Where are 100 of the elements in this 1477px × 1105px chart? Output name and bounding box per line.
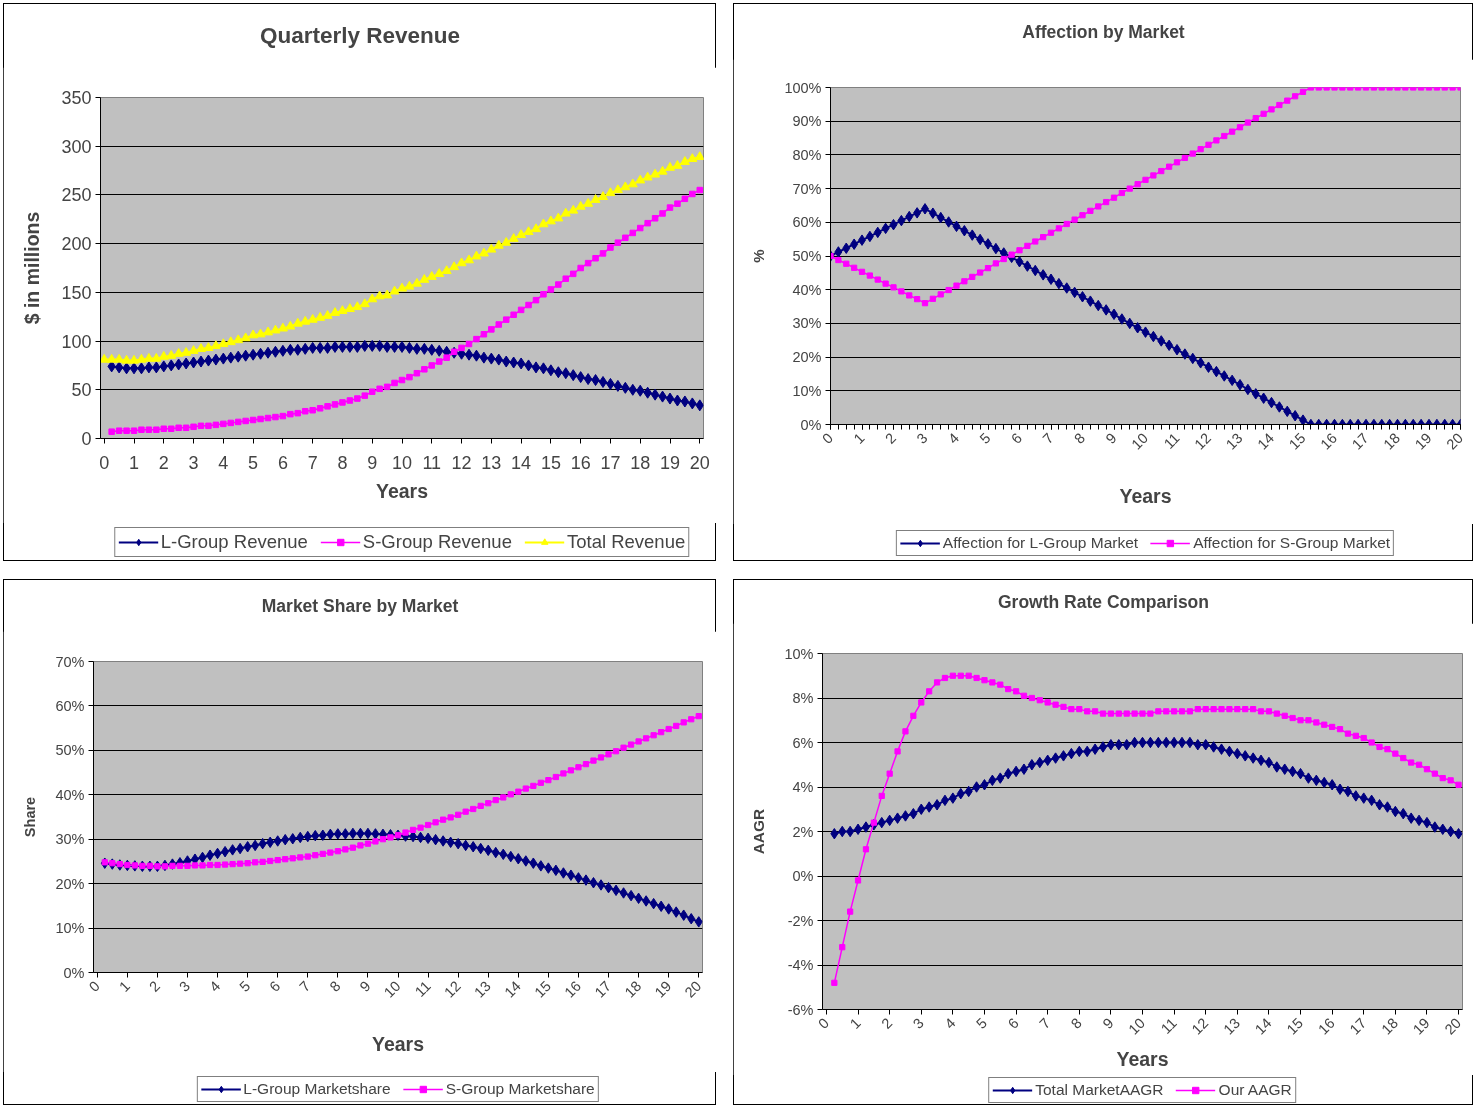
x-tick-label: 5 <box>236 977 254 995</box>
x-tick-label: 2 <box>158 452 169 473</box>
x-tick-label: 6 <box>266 977 284 995</box>
y-axis-title: % <box>750 249 768 263</box>
y-tick-label: 100% <box>784 79 822 96</box>
y-tick-label: 20% <box>55 875 85 892</box>
x-tick-label: 13 <box>481 452 502 473</box>
x-tick-label: 8 <box>1067 1014 1085 1032</box>
x-tick-label: 5 <box>248 452 259 473</box>
x-axis-title: Years <box>371 1032 425 1055</box>
y-tick-label: 4% <box>792 779 814 795</box>
y-tick-label: -4% <box>787 957 814 973</box>
x-axis-title: Years <box>375 479 429 502</box>
y-tick-label: 0% <box>63 964 85 981</box>
x-tick-label: 3 <box>188 452 199 473</box>
x-tick-label: 14 <box>501 977 524 1001</box>
x-tick-label: 11 <box>1157 1014 1180 1037</box>
chart-title: Growth Rate Comparison <box>998 591 1209 612</box>
x-tick-label: 16 <box>570 452 591 473</box>
x-tick-label: 1 <box>850 429 868 447</box>
x-tick-label: 19 <box>1409 1014 1433 1038</box>
x-tick-label: 10 <box>1125 1014 1149 1038</box>
x-tick-label: 12 <box>441 977 464 1001</box>
x-tick-label: 20 <box>681 977 705 1001</box>
x-tick-label: 10 <box>380 977 404 1001</box>
y-tick-label: 70% <box>55 653 85 670</box>
x-tick-label: 18 <box>1380 429 1404 453</box>
x-tick-label: 20 <box>689 452 710 473</box>
y-tick-label: 6% <box>792 734 814 751</box>
x-tick-label: 13 <box>471 977 494 1001</box>
x-tick-label: 12 <box>1191 429 1215 453</box>
x-tick-label: 12 <box>1188 1014 1212 1038</box>
x-tick-label: 17 <box>600 452 621 473</box>
y-tick-label: 40% <box>55 786 85 803</box>
x-tick-label: 15 <box>1285 429 1309 453</box>
legend-label: Our AAGR <box>1218 1081 1292 1099</box>
x-tick-label: 12 <box>451 452 472 473</box>
y-tick-label: 50% <box>55 742 85 759</box>
x-tick-label: 17 <box>1346 1014 1370 1038</box>
y-tick-label: 80% <box>792 146 822 163</box>
x-tick-label: 6 <box>1008 429 1026 447</box>
y-axis-title: $ in millions <box>21 211 44 325</box>
y-tick-label: 350 <box>61 88 92 108</box>
y-tick-label: 250 <box>61 185 92 206</box>
x-tick-label: 0 <box>819 429 837 447</box>
x-tick-label: 15 <box>531 977 555 1001</box>
y-tick-label: 30% <box>792 315 822 332</box>
x-tick-label: 20 <box>1441 1014 1465 1038</box>
x-tick-label: 3 <box>909 1014 927 1032</box>
x-tick-label: 7 <box>307 452 318 473</box>
chart-title: Market Share by Market <box>261 595 459 616</box>
chart-title: Affection by Market <box>1022 21 1185 42</box>
x-tick-label: 20 <box>1443 429 1467 453</box>
x-tick-label: 8 <box>1071 429 1089 447</box>
x-tick-label: 4 <box>941 1014 959 1032</box>
y-tick-label: -6% <box>787 1001 814 1018</box>
x-tick-label: 9 <box>356 977 374 995</box>
x-tick-label: 3 <box>913 429 931 447</box>
y-tick-label: 200 <box>61 234 92 255</box>
y-tick-label: -2% <box>787 912 814 929</box>
legend-label: Affection for L-Group Market <box>942 533 1139 552</box>
y-axis-title: Share <box>22 796 39 838</box>
x-axis-title: Years <box>1116 1047 1169 1070</box>
legend-label: S-Group Revenue <box>362 531 512 553</box>
x-tick-label: 10 <box>391 452 413 473</box>
y-tick-label: 2% <box>792 823 814 840</box>
legend-label: S-Group Marketshare <box>445 1079 595 1098</box>
x-tick-label: 15 <box>1283 1014 1307 1038</box>
y-tick-label: 60% <box>792 214 822 231</box>
x-tick-label: 11 <box>1160 429 1183 452</box>
x-tick-label: 2 <box>146 977 164 995</box>
y-tick-label: 50% <box>792 248 822 264</box>
y-tick-label: 60% <box>55 697 85 714</box>
x-tick-label: 6 <box>1004 1014 1022 1032</box>
x-tick-label: 5 <box>976 429 994 447</box>
x-tick-label: 16 <box>1315 1014 1338 1038</box>
x-tick-label: 19 <box>659 452 681 473</box>
x-tick-label: 8 <box>337 452 348 473</box>
x-tick-label: 4 <box>945 429 963 447</box>
x-tick-label: 1 <box>846 1014 864 1032</box>
x-tick-label: 3 <box>176 977 194 995</box>
y-tick-label: 90% <box>792 113 822 130</box>
y-tick-label: 10% <box>55 920 85 937</box>
y-tick-label: 10% <box>784 645 814 662</box>
legend-label: Total Revenue <box>566 531 686 553</box>
x-tick-label: 1 <box>115 977 133 995</box>
x-tick-label: 16 <box>1317 429 1341 453</box>
y-tick-label: 150 <box>61 282 92 303</box>
x-tick-label: 11 <box>422 452 442 473</box>
x-tick-label: 8 <box>326 977 344 995</box>
x-tick-label: 17 <box>591 977 615 1001</box>
x-tick-label: 6 <box>277 452 288 473</box>
y-tick-label: 40% <box>792 281 822 298</box>
x-tick-label: 10 <box>1128 429 1152 453</box>
x-tick-label: 0 <box>99 452 110 473</box>
x-tick-label: 13 <box>1222 429 1246 453</box>
y-tick-label: 50 <box>71 380 92 401</box>
x-tick-label: 1 <box>128 452 140 473</box>
x-tick-label: 9 <box>1099 1014 1117 1032</box>
x-tick-label: 19 <box>651 977 675 1001</box>
